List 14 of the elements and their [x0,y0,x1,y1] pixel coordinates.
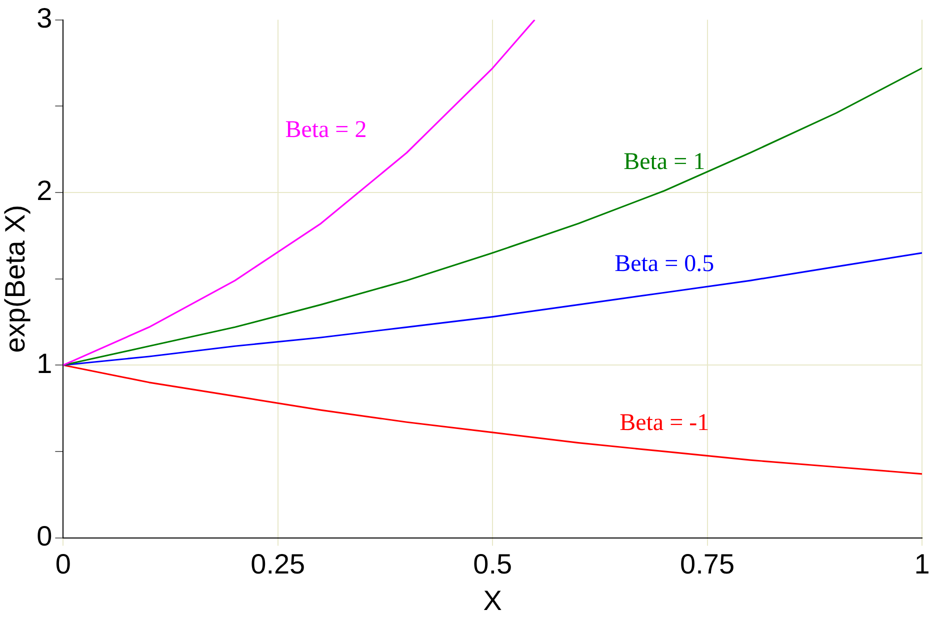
x-tick-label: 0.75 [680,548,735,580]
y-axis-title: exp(Beta X) [0,204,31,353]
y-tick-label: 0 [36,520,52,552]
x-tick-label: 1 [914,548,930,580]
x-tick-label: 0.25 [250,548,306,580]
y-tick-label: 2 [36,175,52,206]
series-label: Beta = 0.5 [614,250,714,277]
y-tick-label: 3 [36,2,52,34]
series-label: Beta = -1 [620,410,710,436]
x-axis-title: X [483,584,502,616]
y-tick-label: 1 [36,348,52,379]
series-label: Beta = 1 [624,149,706,176]
series-label: Beta = 2 [285,117,367,144]
x-tick-label: 0.5 [473,548,512,580]
